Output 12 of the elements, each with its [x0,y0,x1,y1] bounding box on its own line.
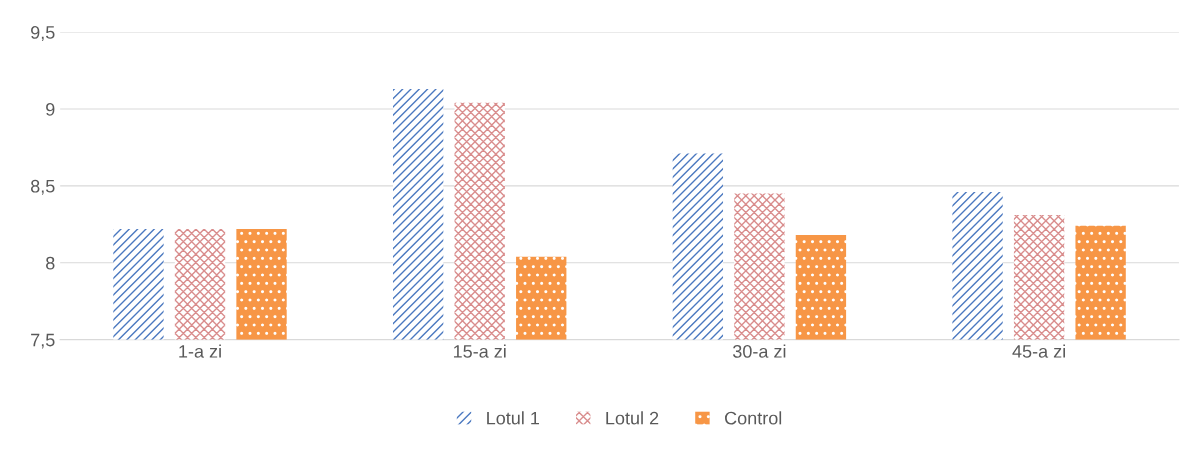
y-tick-label: 7,5 [31,333,55,349]
legend-label: Lotul 2 [606,411,659,425]
y-tick-label: 8,5 [30,179,55,195]
x-tick-label: 30-a zi [732,344,786,358]
x-tick-label: 15-a zi [453,344,506,358]
y-tick-label: 8 [46,256,55,270]
x-tick-label: 1-a zi [179,344,221,358]
legend-label: Control [725,411,782,425]
y-tick-label: 9 [46,102,55,116]
y-tick-label: 9,5 [31,26,55,41]
legend-label: Lotul 1 [487,411,540,425]
x-tick-label: 45-a zi [1012,344,1065,358]
